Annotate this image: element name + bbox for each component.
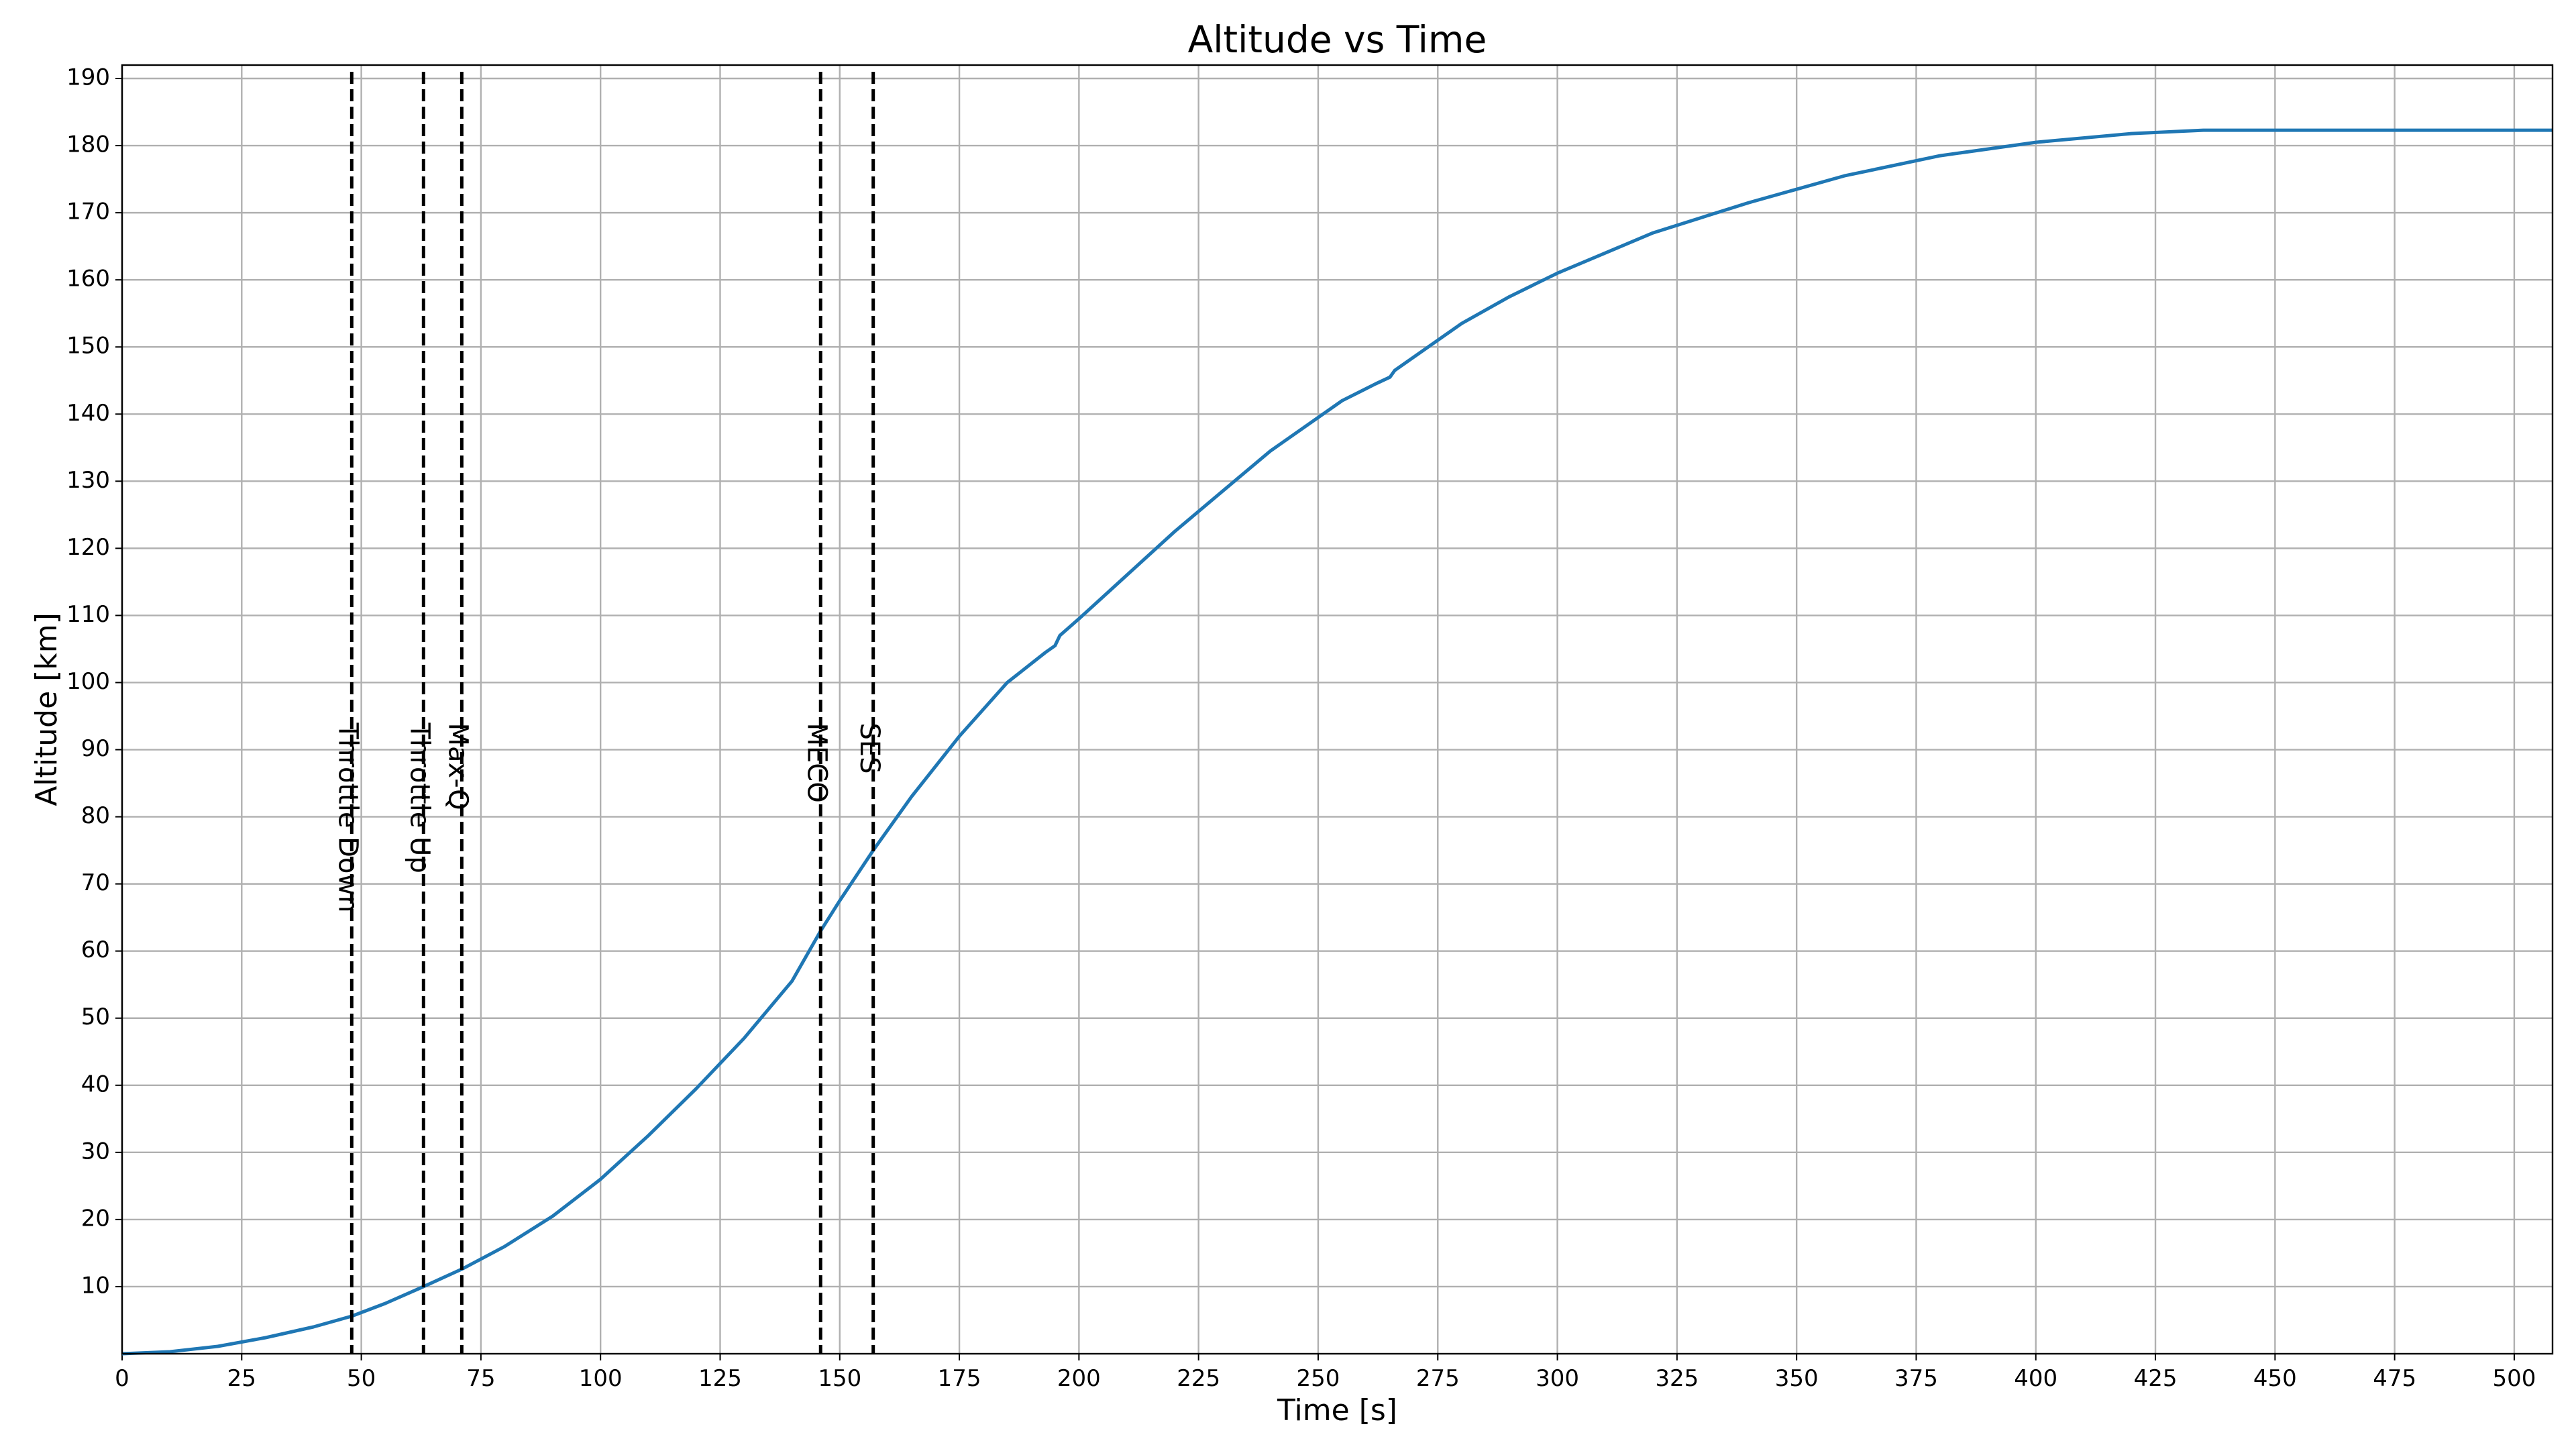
y-tick-label: 160 <box>66 266 110 292</box>
x-tick-label: 225 <box>1177 1365 1220 1392</box>
x-tick-label: 100 <box>579 1365 623 1392</box>
y-tick-label: 50 <box>81 1004 110 1030</box>
x-tick-label: 200 <box>1057 1365 1101 1392</box>
x-tick-label: 250 <box>1297 1365 1340 1392</box>
y-tick-label: 170 <box>66 199 110 225</box>
chart-title: Altitude vs Time <box>1188 18 1487 61</box>
event-markers: Throttle Down Throttle Up Max-Q MECO SES <box>333 72 885 1354</box>
y-tick-label: 30 <box>81 1138 110 1165</box>
event-label: MECO <box>801 723 832 803</box>
x-tick-label: 50 <box>347 1365 376 1392</box>
x-axis-ticks: 0 25 50 75 100 125 150 175 200 225 250 275 300 325 350… <box>115 1354 2536 1392</box>
event-label: Throttle Up <box>405 722 435 873</box>
event-label: Max-Q <box>443 723 474 810</box>
y-tick-label: 10 <box>81 1272 110 1299</box>
plot-frame <box>121 64 2554 1355</box>
y-tick-label: 110 <box>66 601 110 628</box>
x-tick-label: 500 <box>2492 1365 2536 1392</box>
x-tick-label: 400 <box>2014 1365 2057 1392</box>
event-label: Throttle Down <box>333 722 364 913</box>
x-tick-label: 425 <box>2134 1365 2178 1392</box>
x-tick-label: 475 <box>2373 1365 2416 1392</box>
y-tick-label: 130 <box>66 467 110 494</box>
y-tick-label: 80 <box>81 802 110 829</box>
y-tick-label: 90 <box>81 735 110 762</box>
y-tick-label: 180 <box>66 131 110 158</box>
y-axis-title: Altitude [km] <box>30 612 64 806</box>
altitude-series-line <box>121 128 2553 1356</box>
y-tick-label: 190 <box>66 64 110 91</box>
x-axis-title: Time [s] <box>1277 1393 1397 1428</box>
y-tick-label: 60 <box>81 936 110 963</box>
x-tick-label: 125 <box>698 1365 742 1392</box>
grid <box>121 65 2553 1354</box>
y-tick-label: 120 <box>66 534 110 561</box>
x-tick-label: 325 <box>1655 1365 1699 1392</box>
y-tick-label: 100 <box>66 668 110 695</box>
x-tick-label: 275 <box>1416 1365 1460 1392</box>
x-tick-label: 450 <box>2253 1365 2297 1392</box>
y-axis-ticks: 10 20 30 40 50 60 70 80 90 100 110 120 130 140 150 160 1… <box>66 64 122 1299</box>
y-tick-label: 150 <box>66 333 110 360</box>
x-tick-label: 350 <box>1775 1365 1819 1392</box>
x-tick-label: 0 <box>115 1365 129 1392</box>
x-tick-label: 375 <box>1894 1365 1938 1392</box>
x-tick-label: 25 <box>227 1365 256 1392</box>
y-tick-label: 20 <box>81 1205 110 1232</box>
y-tick-label: 40 <box>81 1071 110 1097</box>
y-tick-label: 140 <box>66 400 110 427</box>
x-tick-label: 150 <box>818 1365 861 1392</box>
event-label: SES <box>854 723 885 774</box>
x-tick-label: 75 <box>466 1365 495 1392</box>
y-tick-label: 70 <box>81 869 110 896</box>
x-tick-label: 175 <box>938 1365 981 1392</box>
x-tick-label: 300 <box>1536 1365 1579 1392</box>
series-group <box>121 128 2553 1356</box>
